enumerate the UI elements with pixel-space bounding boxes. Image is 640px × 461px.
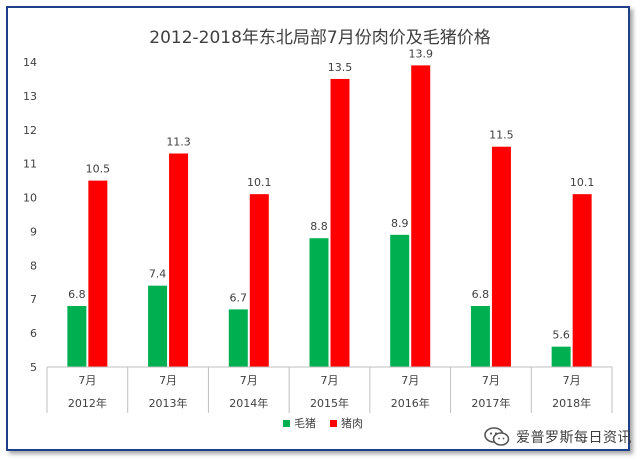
bar-live-hog [309,238,329,367]
data-labels: 6.8 10.5 7.4 11.3 6.7 10.1 8.8 13.5 8.9 13.9 6.8 11… [68,47,594,341]
bar-pork [169,153,189,367]
data-label: 10.1 [247,176,272,189]
x-tick-label-month: 7月 [240,374,258,387]
x-tick-label-year: 2014年 [229,396,268,410]
x-tick-label-year: 2016年 [391,396,430,410]
x-axis: 7月 2012年 7月 2013年 7月 2014年 7月 2015年 7月 2016年 7月 201… [46,366,613,413]
data-label: 7.4 [149,268,167,281]
data-label: 13.9 [408,47,433,60]
x-tick-label-month: 7月 [78,374,96,387]
data-label: 13.5 [328,61,353,74]
x-tick-label-month: 7月 [321,374,339,387]
legend: 毛猪 猪肉 [283,417,363,430]
legend-label: 毛猪 [294,417,316,430]
y-axis: 5 6 7 8 9 10 11 12 13 14 [23,56,37,374]
x-tick-label-month: 7月 [482,374,500,387]
data-label: 10.5 [86,163,111,176]
data-label: 5.6 [552,329,570,342]
data-label: 6.8 [472,288,490,301]
bar-live-hog [148,285,168,367]
bar-live-hog [67,306,87,367]
bar-pork [491,146,511,367]
chart-title: 2012-2018年东北局部7月份肉价及毛猪价格 [149,28,490,48]
bar-live-hog [228,309,248,367]
data-label: 11.3 [166,136,191,149]
watermark: 爱普罗斯每日资讯 [484,427,632,447]
x-tick-label-year: 2015年 [310,396,349,410]
y-tick-label: 8 [30,259,37,272]
y-tick-label: 13 [23,90,37,103]
data-label: 6.8 [68,288,86,301]
chart-frame [6,6,630,451]
y-tick-label: 14 [23,56,37,69]
y-tick-label: 7 [30,293,37,306]
bar-pork [88,180,108,367]
data-label: 10.1 [570,176,595,189]
bar-pork [411,65,431,367]
x-tick-label-year: 2017年 [471,396,510,410]
bar-live-hog [470,306,490,367]
bar-pork [572,194,592,367]
x-tick-label-month: 7月 [159,374,177,387]
bar-pork [330,78,350,367]
data-label: 8.9 [391,217,409,230]
legend-swatch [283,420,290,427]
y-tick-label: 10 [23,192,37,205]
bar-live-hog [551,346,571,367]
y-tick-label: 9 [30,225,37,238]
x-tick-label-year: 2018年 [552,396,591,410]
legend-label: 猪肉 [341,417,363,430]
y-tick-label: 12 [23,124,37,137]
x-tick-label-year: 2013年 [149,396,188,410]
y-tick-label: 6 [30,327,37,340]
x-tick-label-month: 7月 [401,374,419,387]
data-label: 6.7 [230,291,248,304]
data-label: 8.8 [310,220,328,233]
y-tick-label: 11 [23,158,37,171]
bar-live-hog [390,234,410,367]
watermark-text: 爱普罗斯每日资讯 [516,430,632,446]
data-label: 11.5 [489,129,514,142]
bars [67,65,592,367]
x-tick-label-month: 7月 [563,374,581,387]
x-tick-label-year: 2012年 [68,396,107,410]
y-tick-label: 5 [30,361,37,374]
legend-swatch [330,420,337,427]
bar-pork [249,194,269,367]
wechat-icon [484,427,510,447]
